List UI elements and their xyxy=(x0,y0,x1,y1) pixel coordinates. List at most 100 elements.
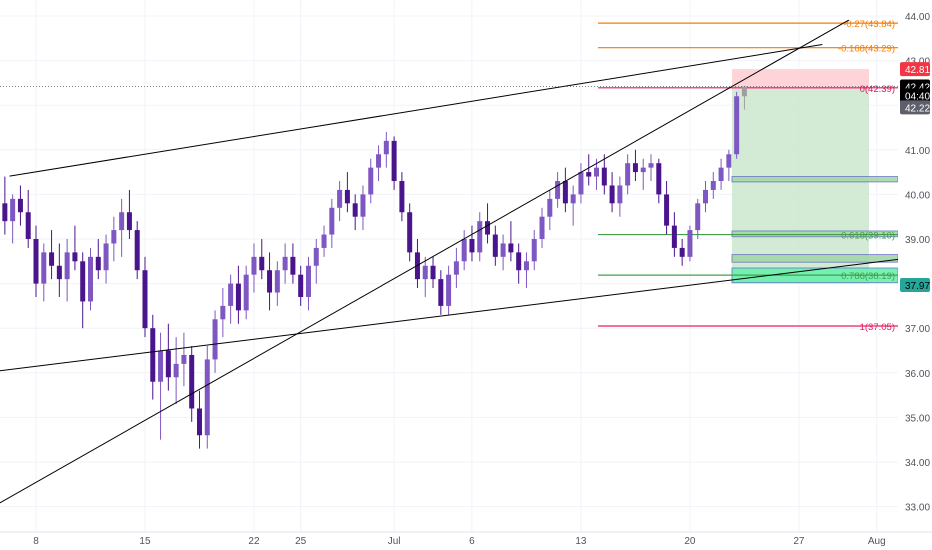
price-badge xyxy=(900,88,930,103)
candle-body xyxy=(158,350,164,382)
candle-body xyxy=(189,354,195,409)
candle-body xyxy=(196,408,202,436)
candle-body xyxy=(173,363,179,378)
candle-body xyxy=(17,198,23,213)
trend-line xyxy=(0,19,850,504)
time-axis[interactable]: 8 15 22 25 Jul 6 13 20 27 Aug xyxy=(0,531,932,550)
price-badge-label: 04:40 xyxy=(905,91,930,102)
candle-body xyxy=(305,265,311,297)
time-tick-label: Jul xyxy=(388,536,401,547)
candle-body xyxy=(687,230,693,257)
price-tick-label: 37.00 xyxy=(905,324,930,335)
candle-body xyxy=(329,207,335,235)
candle-body xyxy=(282,256,288,271)
price-badge-label: 42.81 xyxy=(905,65,930,76)
fib-extension[interactable]: -0.27(43.84) -0.168(43.29) 0(42.39) 0.618(3… xyxy=(598,19,898,333)
position-tool[interactable] xyxy=(731,69,869,284)
candle-body xyxy=(562,181,568,204)
candle-body xyxy=(446,274,452,306)
candle-body xyxy=(10,198,16,222)
candle-body xyxy=(671,225,677,248)
candle-body xyxy=(49,252,55,266)
candle-body xyxy=(87,256,93,302)
price-tick-label: 44.00 xyxy=(905,12,930,23)
candle-body xyxy=(461,239,467,262)
fib-level-label: 0(42.39) xyxy=(860,84,895,95)
candle-body xyxy=(547,198,553,217)
candle-body xyxy=(344,189,350,204)
candle-body xyxy=(453,261,459,275)
candle-body xyxy=(609,185,615,204)
candle-body xyxy=(103,243,109,271)
candle-body xyxy=(64,252,70,280)
fib-level-label: -0.168(43.29) xyxy=(838,44,895,55)
candle-body xyxy=(508,243,514,253)
candle-body xyxy=(165,350,171,378)
trend-lines[interactable] xyxy=(0,19,901,522)
candle-body xyxy=(228,283,234,306)
time-tick-label: 15 xyxy=(139,536,151,547)
time-axis-bg xyxy=(0,532,932,550)
candle-body xyxy=(625,163,631,186)
candle-body xyxy=(337,189,343,208)
candle-body xyxy=(601,167,607,186)
price-badge xyxy=(900,277,930,292)
time-tick-label: 22 xyxy=(248,536,260,547)
candle-body xyxy=(516,252,522,271)
time-tick-label: 13 xyxy=(575,536,587,547)
candle-body xyxy=(695,203,701,231)
candle-body xyxy=(492,234,498,257)
price-badge xyxy=(900,62,930,77)
price-tick-label: 41.00 xyxy=(905,146,930,157)
candle-body xyxy=(703,189,709,204)
time-tick-label: 20 xyxy=(684,536,696,547)
time-tick-label: 25 xyxy=(295,536,307,547)
candle-body xyxy=(290,256,296,275)
candle-body xyxy=(648,163,654,168)
candle-body xyxy=(321,234,327,248)
candle-body xyxy=(741,86,747,97)
candle-body xyxy=(469,239,475,253)
candle-body xyxy=(531,239,537,262)
candle-body xyxy=(235,283,241,311)
candle-body xyxy=(126,212,132,231)
fib-level-label: -0.27(43.84) xyxy=(843,19,895,30)
candle-body xyxy=(376,154,382,168)
candle-body xyxy=(399,181,405,213)
candle-body xyxy=(383,140,389,155)
candle-body xyxy=(72,252,78,262)
candle-body xyxy=(718,167,724,182)
time-tick-label: 8 xyxy=(33,536,39,547)
candle-body xyxy=(500,243,506,257)
candle-body xyxy=(485,221,491,235)
candle-body xyxy=(41,252,47,284)
candle-body xyxy=(594,167,600,177)
take-profit-zone xyxy=(731,89,869,284)
candle-body xyxy=(204,359,210,436)
price-tick-label: 35.00 xyxy=(905,413,930,424)
candle-body xyxy=(679,247,685,257)
candle-body xyxy=(523,261,529,271)
candle-body xyxy=(360,194,366,217)
candle-body xyxy=(298,274,304,297)
fib-level-label: 0.618(39.10) xyxy=(841,231,895,242)
candle-body xyxy=(539,216,545,239)
candle-body xyxy=(181,354,187,364)
candle-body xyxy=(586,172,592,177)
price-tick-label: 36.00 xyxy=(905,369,930,380)
candle-body xyxy=(555,181,561,199)
candle-body xyxy=(56,265,62,280)
candle-body xyxy=(391,140,397,182)
candle-body xyxy=(267,270,273,293)
candle-body xyxy=(259,256,265,271)
price-badge-label: 37.97 xyxy=(905,281,930,292)
zone-rect xyxy=(731,176,899,183)
candle-body xyxy=(617,185,623,204)
support-zones[interactable] xyxy=(731,176,899,284)
candle-body xyxy=(656,163,662,195)
candle-body xyxy=(243,274,249,311)
candle-body xyxy=(734,96,740,155)
price-badge xyxy=(900,100,930,115)
